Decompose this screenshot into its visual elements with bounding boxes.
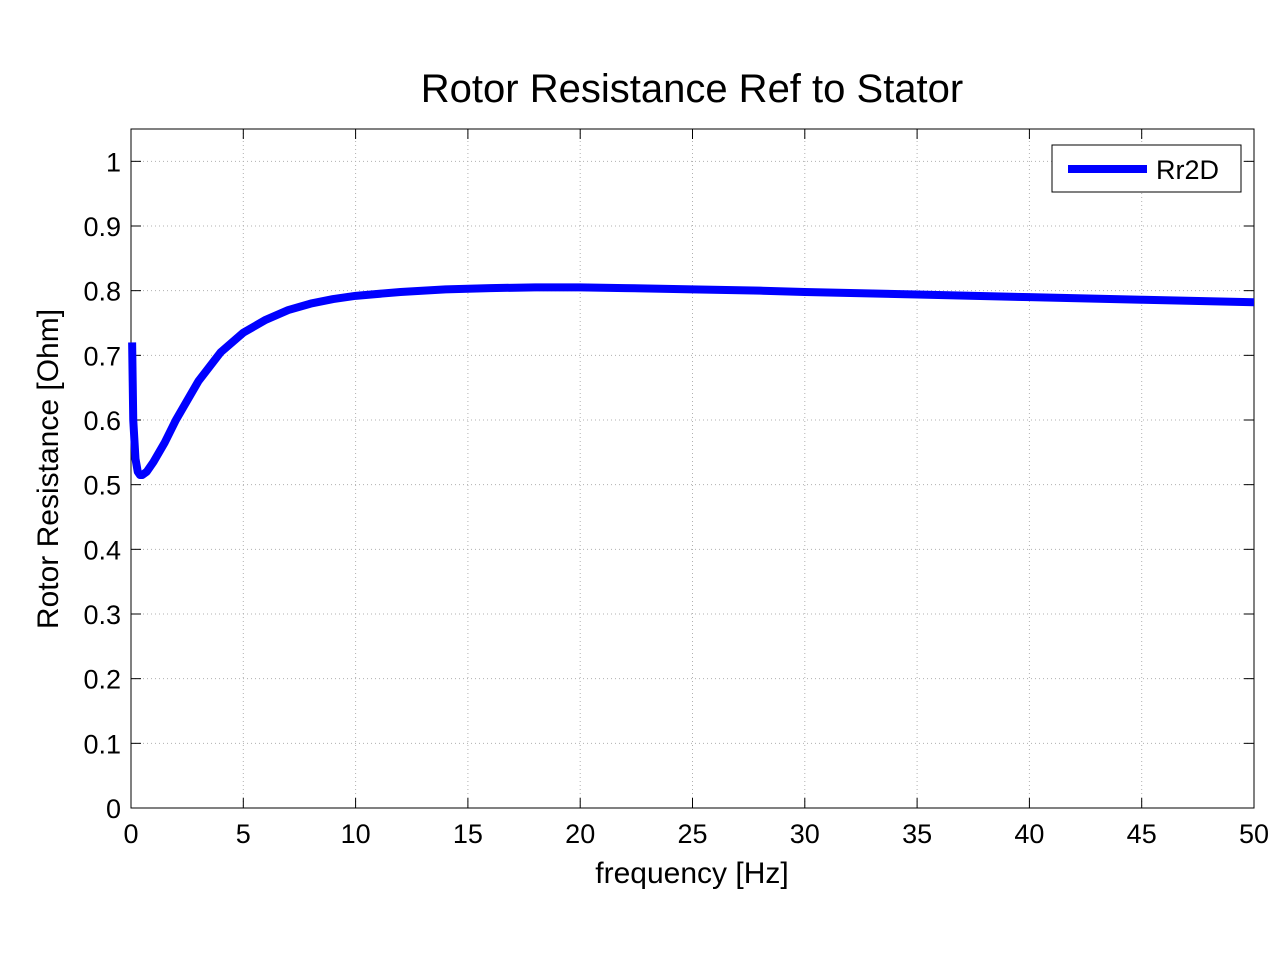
x-tick-label-6: 30 (790, 819, 820, 849)
ticks: 0 5 10 15 20 25 30 35 40 45 50 0 0.1 0.2 0.3 0.4 0.5 0.6 0… (83, 129, 1269, 849)
x-tick-label-9: 45 (1127, 819, 1157, 849)
series-line-rr2d (128, 283, 1255, 479)
y-tick-label-2: 0.2 (83, 665, 121, 695)
x-tick-label-8: 40 (1014, 819, 1044, 849)
x-tick-label-2: 10 (341, 819, 371, 849)
x-tick-label-5: 25 (677, 819, 707, 849)
x-tick-label-7: 35 (902, 819, 932, 849)
y-tick-label-1: 0.1 (83, 729, 121, 759)
y-tick-label-3: 0.3 (83, 600, 121, 630)
x-tick-label-0: 0 (123, 819, 138, 849)
chart-title: Rotor Resistance Ref to Stator (421, 67, 963, 111)
x-axis-label: frequency [Hz] (595, 857, 788, 890)
legend-label-rr2d: Rr2D (1156, 155, 1219, 185)
x-tick-label-10: 50 (1239, 819, 1269, 849)
y-tick-label-9: 0.9 (83, 212, 121, 242)
y-tick-label-4: 0.4 (83, 535, 121, 565)
y-tick-label-6: 0.6 (83, 406, 121, 436)
y-tick-label-0: 0 (106, 794, 121, 824)
y-tick-label-5: 0.5 (83, 471, 121, 501)
y-tick-label-7: 0.7 (83, 341, 121, 371)
y-axis-label: Rotor Resistance [Ohm] (32, 309, 65, 629)
x-tick-label-1: 5 (236, 819, 251, 849)
x-tick-label-3: 15 (453, 819, 483, 849)
x-tick-label-4: 20 (565, 819, 595, 849)
series-layer (128, 283, 1255, 479)
y-tick-label-10: 1 (106, 147, 121, 177)
legend: Rr2D (1051, 144, 1242, 193)
y-tick-label-8: 0.8 (83, 277, 121, 307)
